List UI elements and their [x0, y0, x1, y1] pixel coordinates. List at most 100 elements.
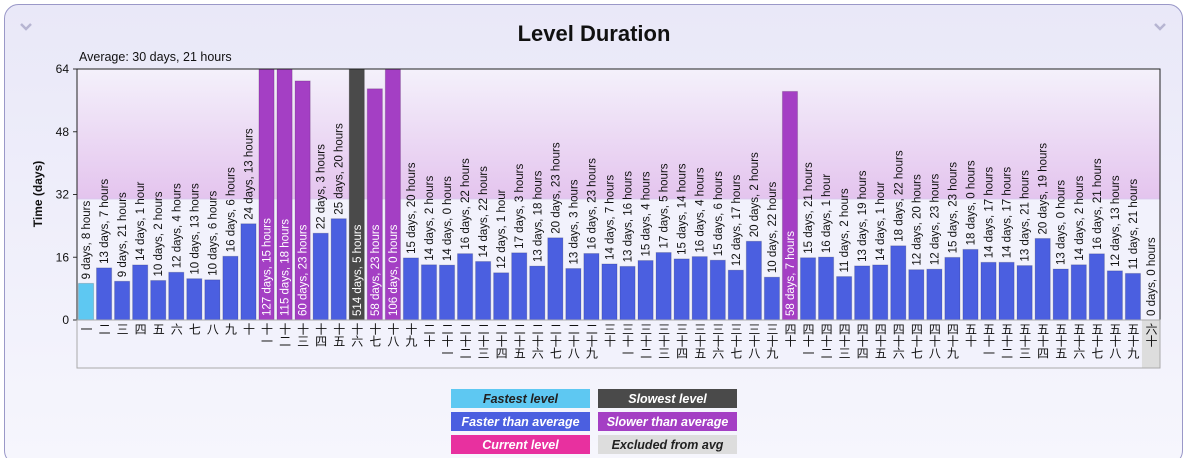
value-label: 12 days, 17 hours — [731, 174, 743, 266]
x-tick-label: 十 — [241, 323, 255, 335]
x-tick-label: 三十七 — [729, 323, 743, 359]
bar — [1124, 272, 1142, 320]
value-label: 15 days, 14 hours — [677, 163, 689, 255]
bar — [186, 278, 203, 320]
bar — [402, 257, 420, 320]
bar — [1034, 237, 1051, 320]
value-label: 11 days, 2 hours — [839, 188, 851, 272]
legend-label: Slower than average — [607, 415, 729, 429]
value-label: 14 days, 7 hours — [604, 175, 616, 260]
legend-swatch — [451, 389, 590, 408]
value-label: 15 days, 6 hours — [713, 171, 725, 256]
x-tick-label: 五十七 — [1090, 323, 1104, 359]
bar — [872, 264, 889, 320]
value-label: 16 days, 22 hours — [460, 158, 472, 250]
bar — [77, 282, 95, 320]
bar — [565, 268, 582, 320]
value-label: 13 days, 18 hours — [532, 170, 544, 262]
x-tick-label: 五 — [151, 323, 165, 335]
x-tick-label: 五十五 — [1054, 323, 1068, 359]
value-label: 10 days, 6 hours — [207, 191, 219, 276]
bar — [727, 269, 744, 320]
value-label: 12 days, 4 hours — [171, 183, 183, 268]
value-label: 17 days, 3 hours — [514, 164, 526, 249]
value-label: 20 days, 2 hours — [749, 152, 761, 237]
y-tick-label: 32 — [56, 188, 70, 202]
bar — [330, 218, 347, 320]
x-tick-label: 七 — [187, 323, 201, 335]
value-label: 514 days, 5 hours — [352, 224, 364, 316]
x-tick-label: 四十 — [783, 323, 797, 347]
y-tick-label: 16 — [56, 250, 70, 264]
x-tick-label: 四十二 — [819, 323, 833, 359]
x-tick-label: 十六 — [350, 323, 364, 347]
x-tick-label: 四十六 — [891, 323, 905, 359]
value-label: 22 days, 3 hours — [316, 144, 328, 229]
chart-title: Level Duration — [518, 21, 671, 46]
value-label: 24 days, 13 hours — [243, 128, 255, 220]
bars — [77, 69, 1142, 320]
x-tick-label: 四十一 — [801, 323, 815, 359]
value-label: 16 days, 21 hours — [1092, 158, 1104, 250]
bar — [944, 256, 961, 320]
bar — [998, 261, 1015, 320]
y-tick-label: 0 — [62, 313, 69, 327]
value-label: 13 days, 16 hours — [623, 171, 635, 263]
bar — [114, 280, 131, 320]
bar — [1052, 268, 1069, 320]
value-label: 20 days, 19 hours — [1038, 143, 1050, 235]
bar — [583, 252, 600, 320]
bar — [384, 69, 401, 320]
x-tick-label: 四十五 — [873, 323, 887, 359]
legend-swatch — [598, 412, 737, 431]
bar — [456, 253, 474, 320]
value-label: 15 days, 20 hours — [406, 162, 418, 254]
value-label: 15 days, 21 hours — [803, 162, 815, 254]
bar — [691, 256, 708, 320]
bar — [240, 223, 257, 320]
value-label: 14 days, 17 hours — [984, 167, 996, 259]
value-label: 10 days, 13 hours — [189, 183, 201, 275]
x-tick-label: 四十八 — [927, 323, 941, 359]
x-tick-label: 二十九 — [584, 323, 598, 360]
bar — [1106, 270, 1123, 320]
legend-label: Slowest level — [628, 392, 707, 406]
bar — [312, 232, 329, 320]
bar — [908, 269, 925, 320]
value-label: 18 days, 0 hours — [965, 160, 977, 245]
bar — [132, 264, 149, 320]
value-label: 20 days, 23 hours — [550, 142, 562, 234]
excluded-band — [1141, 320, 1160, 368]
x-tick-label: 五十四 — [1036, 323, 1050, 359]
value-label: 16 days, 1 hour — [821, 174, 833, 253]
bar — [493, 272, 510, 320]
x-tick-label: 四十三 — [837, 323, 851, 359]
x-tick-label: 三十三 — [657, 323, 671, 359]
collapse-icon[interactable] — [1154, 23, 1166, 31]
x-tick-label: 八 — [205, 323, 219, 335]
bar — [204, 279, 221, 320]
collapse-icon[interactable] — [20, 23, 32, 31]
x-tick-label: 二 — [97, 323, 111, 335]
value-label: 12 days, 23 hours — [929, 174, 941, 266]
bar — [258, 69, 275, 320]
y-tick-label: 64 — [56, 62, 70, 76]
x-tick-label: 三十二 — [639, 323, 653, 359]
x-tick-label: 五十二 — [1000, 323, 1014, 359]
value-label: 18 days, 22 hours — [893, 150, 905, 242]
value-label: 12 days, 20 hours — [911, 174, 923, 266]
value-label: 14 days, 22 hours — [478, 166, 490, 258]
value-label: 13 days, 0 hours — [1056, 180, 1068, 265]
bar — [962, 248, 979, 320]
x-tick-label: 二十五 — [512, 323, 526, 359]
x-tick-label: 三十四 — [675, 323, 689, 359]
x-tick-label: 二十二 — [458, 323, 472, 359]
x-tick-label: 三十 — [602, 323, 616, 347]
bar — [817, 256, 835, 320]
value-label: 115 days, 18 hours — [280, 219, 292, 316]
x-tick-label: 二十四 — [494, 323, 508, 359]
bar — [890, 245, 907, 320]
x-tick-label: 三十八 — [747, 323, 761, 359]
value-label: 11 days, 21 hours — [1128, 179, 1140, 270]
legend-swatch — [451, 435, 590, 454]
